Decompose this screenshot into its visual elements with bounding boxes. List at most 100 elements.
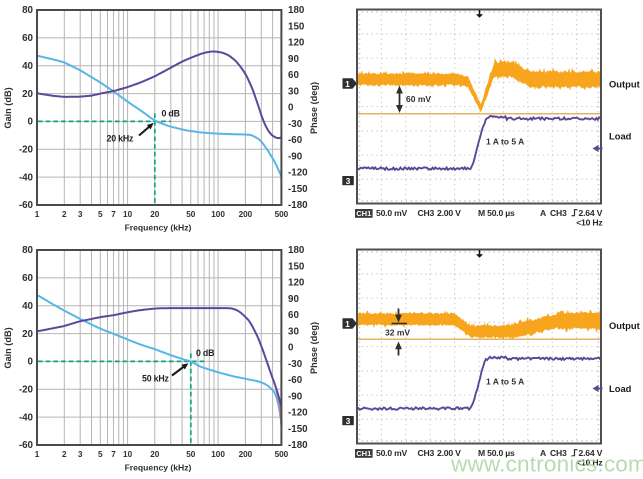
svg-text:1: 1	[345, 79, 350, 89]
svg-text:-40: -40	[19, 412, 34, 423]
svg-text:2.00 V: 2.00 V	[437, 448, 461, 458]
svg-text:-90: -90	[288, 151, 303, 162]
svg-text:-150: -150	[288, 184, 308, 195]
svg-text:-60: -60	[19, 200, 34, 211]
svg-text:10: 10	[123, 450, 133, 459]
svg-text:200: 200	[239, 450, 253, 459]
svg-text:60 mV: 60 mV	[406, 94, 431, 104]
svg-text:M 50.0 µs: M 50.0 µs	[478, 208, 515, 218]
svg-text:-180: -180	[288, 440, 308, 451]
svg-text:CH3: CH3	[418, 448, 435, 458]
svg-text:50: 50	[186, 450, 196, 459]
svg-text:0: 0	[288, 343, 294, 354]
svg-text:10: 10	[123, 210, 133, 219]
svg-text:500: 500	[275, 450, 289, 459]
svg-text:30: 30	[288, 87, 299, 98]
svg-text:20: 20	[22, 89, 33, 100]
svg-text:180: 180	[288, 245, 305, 256]
svg-text:500: 500	[275, 210, 289, 219]
svg-text:2.64 V: 2.64 V	[579, 448, 603, 458]
svg-text:Gain (dB): Gain (dB)	[3, 327, 13, 368]
svg-text:3: 3	[346, 416, 351, 426]
svg-text:90: 90	[288, 54, 299, 65]
svg-text:32 mV: 32 mV	[385, 328, 410, 338]
svg-text:3: 3	[346, 176, 351, 186]
svg-text:3: 3	[78, 210, 83, 219]
svg-text:-40: -40	[19, 172, 34, 183]
svg-text:90: 90	[288, 294, 299, 305]
svg-text:120: 120	[288, 278, 305, 289]
svg-text:<10 Hz: <10 Hz	[576, 458, 602, 468]
svg-text:5: 5	[98, 450, 103, 459]
svg-text:0: 0	[288, 103, 294, 114]
svg-text:2.64 V: 2.64 V	[579, 208, 603, 218]
svg-text:A: A	[540, 208, 546, 218]
svg-text:0: 0	[28, 117, 34, 128]
svg-text:50: 50	[186, 210, 196, 219]
svg-text:2.00 V: 2.00 V	[437, 208, 461, 218]
svg-text:3: 3	[78, 450, 83, 459]
svg-text:-180: -180	[288, 200, 308, 211]
svg-text:-90: -90	[288, 391, 303, 402]
svg-text:5: 5	[98, 210, 103, 219]
svg-text:180: 180	[288, 5, 305, 16]
svg-text:200: 200	[239, 210, 253, 219]
svg-text:30: 30	[288, 326, 299, 337]
svg-text:100: 100	[211, 210, 225, 219]
svg-text:60: 60	[288, 70, 299, 81]
svg-text:CH3: CH3	[550, 448, 567, 458]
svg-text:-120: -120	[288, 168, 308, 179]
svg-text:2: 2	[62, 210, 67, 219]
svg-text:20: 20	[150, 450, 160, 459]
svg-text:60: 60	[22, 33, 33, 44]
svg-text:1 A to 5 A: 1 A to 5 A	[486, 137, 524, 147]
svg-text:-60: -60	[19, 440, 34, 451]
svg-text:Load: Load	[609, 383, 632, 394]
svg-text:7: 7	[111, 450, 116, 459]
svg-text:40: 40	[22, 301, 33, 312]
svg-text:150: 150	[288, 21, 305, 32]
svg-text:120: 120	[288, 38, 305, 49]
svg-text:CH3: CH3	[418, 208, 435, 218]
svg-text:Output: Output	[609, 320, 640, 331]
svg-text:20 kHz: 20 kHz	[107, 134, 134, 144]
svg-text:-30: -30	[288, 359, 303, 370]
svg-text:2: 2	[62, 450, 67, 459]
svg-text:20: 20	[22, 329, 33, 340]
svg-text:80: 80	[22, 245, 33, 256]
svg-text:Output: Output	[609, 79, 640, 90]
svg-text:1: 1	[35, 210, 40, 219]
svg-text:1: 1	[345, 319, 350, 329]
svg-text:100: 100	[211, 450, 225, 459]
svg-text:150: 150	[288, 261, 305, 272]
svg-text:-150: -150	[288, 424, 308, 435]
svg-text:-20: -20	[19, 145, 34, 156]
svg-text:1 A to 5 A: 1 A to 5 A	[486, 377, 524, 387]
svg-text:Phase (deg): Phase (deg)	[309, 82, 319, 134]
svg-text:<10 Hz: <10 Hz	[576, 218, 602, 228]
svg-text:Frequency (kHz): Frequency (kHz)	[125, 462, 192, 472]
svg-text:Load: Load	[609, 131, 632, 142]
svg-text:60: 60	[288, 310, 299, 321]
svg-text:0: 0	[28, 357, 34, 368]
svg-text:1: 1	[35, 450, 40, 459]
svg-text:20: 20	[150, 210, 160, 219]
svg-text:CH1: CH1	[356, 449, 372, 458]
svg-text:M 50.0 µs: M 50.0 µs	[478, 448, 515, 458]
svg-text:50 kHz: 50 kHz	[142, 374, 169, 384]
svg-text:7: 7	[111, 210, 116, 219]
svg-text:Phase (deg): Phase (deg)	[309, 322, 319, 374]
svg-text:-30: -30	[288, 119, 303, 130]
svg-text:-20: -20	[19, 385, 34, 396]
svg-text:80: 80	[22, 5, 33, 16]
svg-text:-60: -60	[288, 375, 303, 386]
svg-text:50.0 mV: 50.0 mV	[376, 208, 408, 218]
svg-text:Gain (dB): Gain (dB)	[3, 87, 13, 128]
svg-text:50.0 mV: 50.0 mV	[376, 448, 408, 458]
svg-text:-120: -120	[288, 408, 308, 419]
svg-text:CH3: CH3	[550, 208, 567, 218]
svg-text:A: A	[540, 448, 546, 458]
svg-text:60: 60	[22, 273, 33, 284]
svg-text:0 dB: 0 dB	[196, 348, 214, 358]
svg-text:www.cntronics.com: www.cntronics.com	[450, 452, 643, 477]
